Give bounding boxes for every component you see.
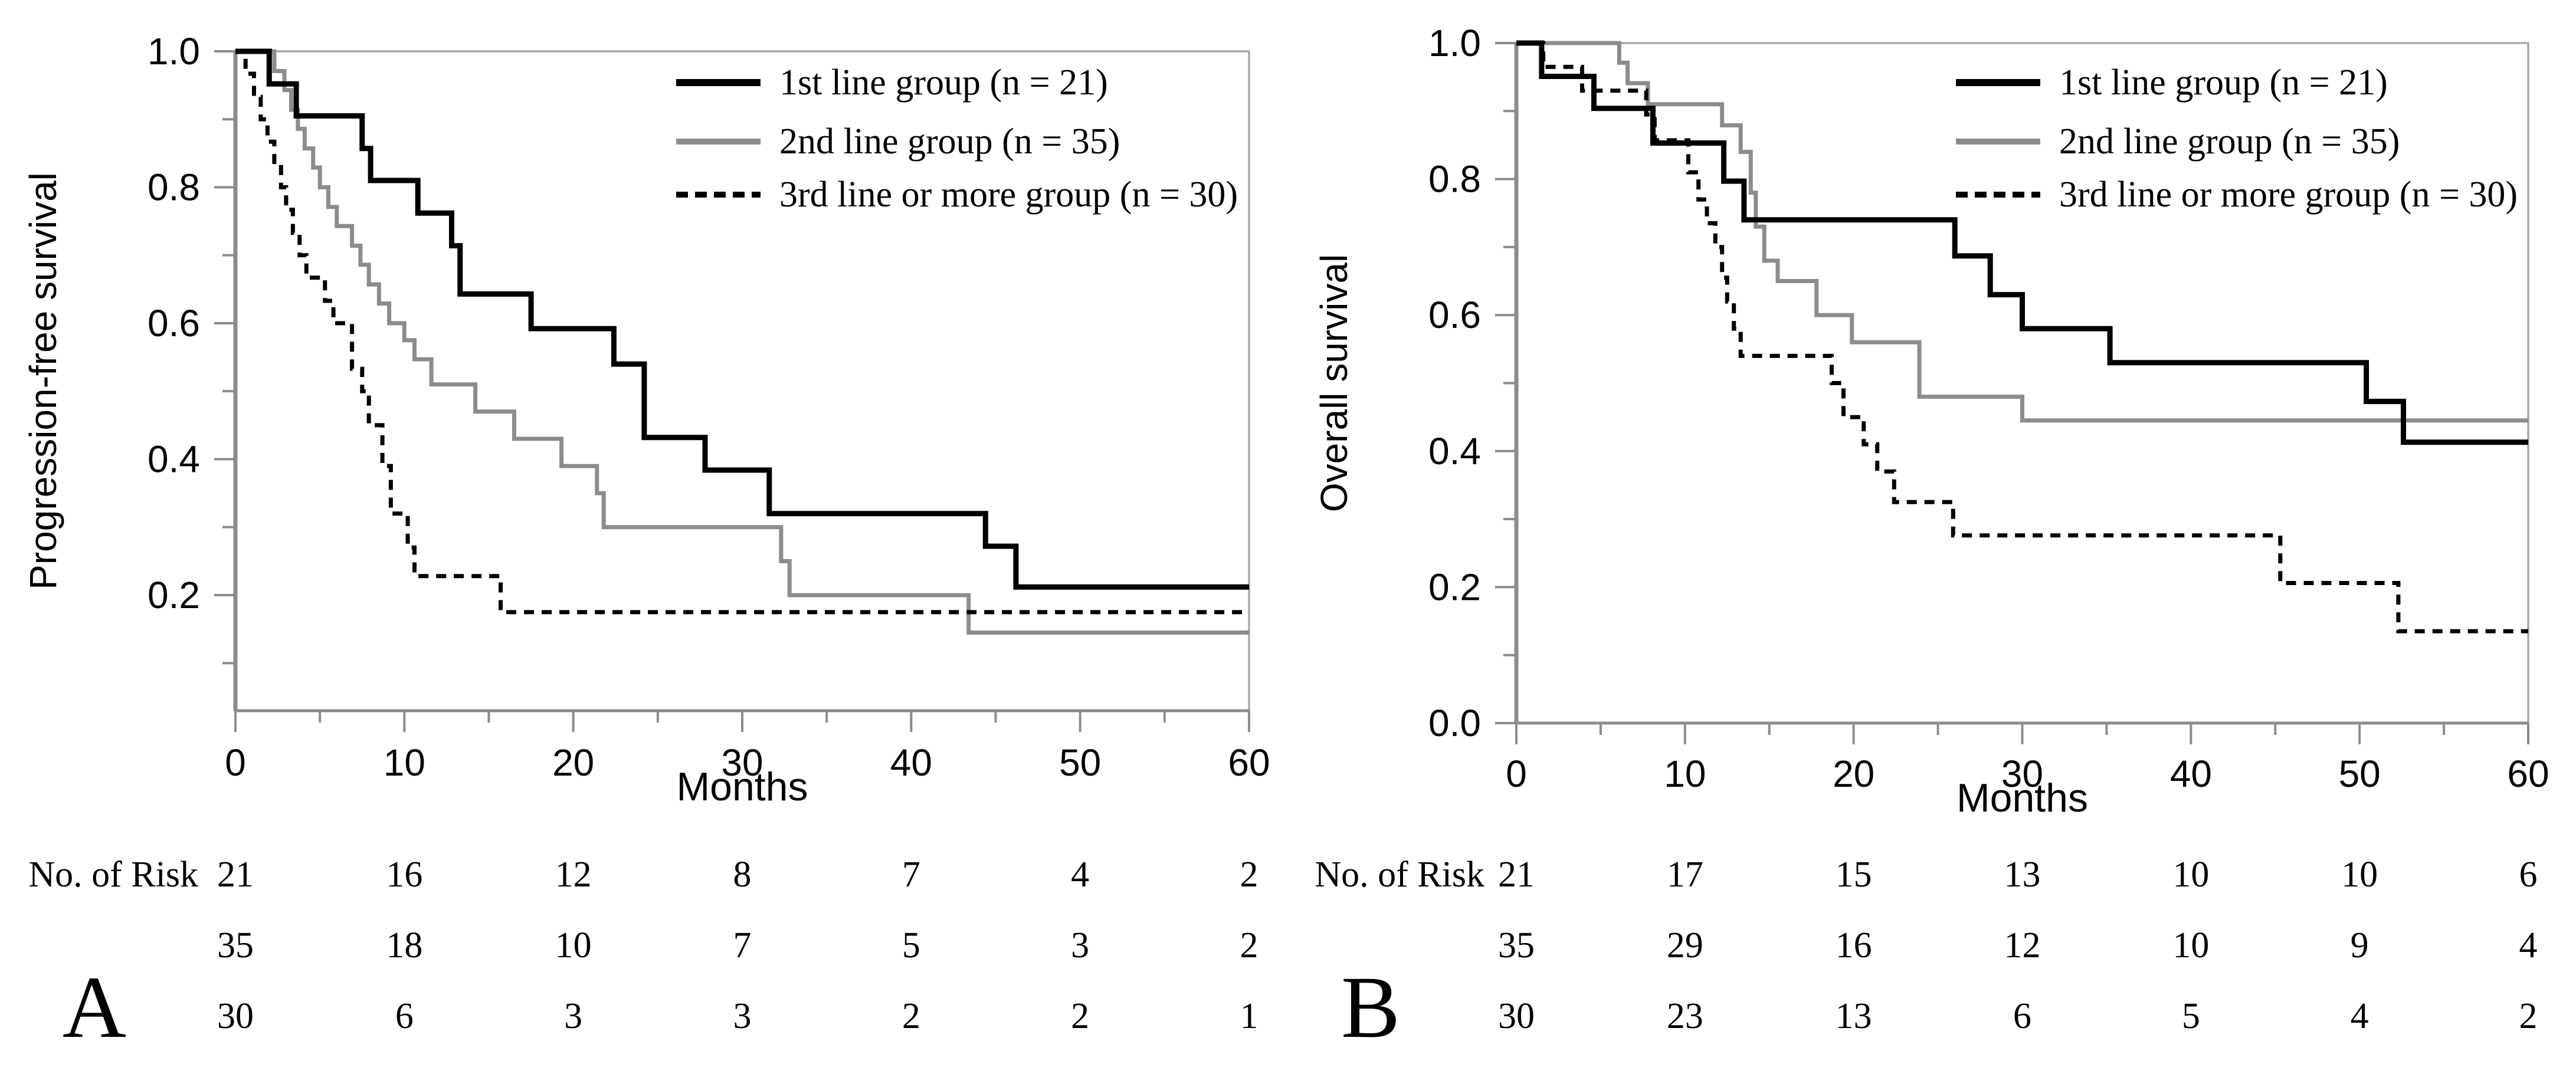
risk-value: 5 [902,925,920,966]
y-axis-label: Overall survival [1313,254,1355,512]
x-axis-tick-label: 20 [1833,753,1874,795]
risk-value: 3 [564,996,582,1036]
panel-b-chart: 0.0 0.2 0.4 0.6 0.8 1.0 0 10 20 30 40 50 60 Months Ove… [1313,22,2549,1056]
x-axis-tick-label: 10 [1664,753,1706,795]
panel-letter: A [63,958,126,1056]
risk-value: 6 [2013,996,2031,1036]
legend-label: 3rd line or more group (n = 30) [779,175,1238,215]
risk-value: 2 [1240,925,1258,966]
x-axis-tick-label: 0 [1506,753,1527,795]
x-axis-tick-label: 30 [721,741,763,784]
risk-value: 12 [555,855,592,895]
risk-value: 2 [2519,996,2538,1036]
series-curve-3rd-line-or-more-group [235,49,1249,615]
risk-value: 4 [2351,996,2369,1036]
x-axis-label: Months [677,764,808,809]
panel-letter: B [1341,958,1400,1056]
risk-value: 3 [733,996,752,1036]
y-axis-tick-label: 0.6 [148,302,200,344]
y-axis-tick-label: 0.2 [148,574,200,616]
y-axis-tick-label: 0.0 [1428,702,1481,744]
x-axis-tick-label: 0 [225,741,246,784]
legend-label: 1st line group (n = 21) [779,63,1108,103]
risk-value: 17 [1667,855,1703,895]
legend-label: 2nd line group (n = 35) [2059,121,2400,162]
risk-value: 13 [1836,996,1872,1036]
risk-value: 15 [1836,855,1872,895]
risk-value: 29 [1667,925,1703,966]
series-curve-1st-line-group [1516,40,2528,445]
risk-value: 6 [395,996,414,1036]
risk-value: 10 [2172,925,2209,966]
y-axis-tick-label: 0.2 [1428,566,1481,608]
y-axis-tick-label: 0.6 [1428,294,1481,336]
risk-table-label: No. of Risk [1315,855,1484,895]
series-curve-2nd-line-group [1516,41,2528,423]
x-axis-tick-label: 60 [2507,753,2549,795]
risk-value: 35 [217,925,254,966]
series-curve-2nd-line-group [235,49,1249,635]
x-axis-tick-label: 50 [1059,741,1101,784]
x-axis-tick-label: 50 [2339,753,2381,795]
x-axis-tick-label: 10 [384,741,425,784]
risk-value: 16 [1836,925,1872,966]
legend-label: 3rd line or more group (n = 30) [2059,175,2518,215]
risk-value: 1 [1240,996,1258,1036]
x-axis-tick-label: 40 [890,741,932,784]
risk-value: 7 [733,925,752,966]
risk-value: 6 [2519,855,2538,895]
risk-value: 21 [217,855,254,895]
risk-value: 10 [2341,855,2378,895]
risk-value: 9 [2351,925,2369,966]
risk-value: 16 [386,855,422,895]
x-axis-label: Months [1956,776,2088,820]
y-axis-label: Progression-free survival [22,172,64,590]
risk-value: 2 [1071,996,1089,1036]
x-axis-tick-label: 40 [2170,753,2212,795]
legend-label: 1st line group (n = 21) [2059,63,2388,103]
x-axis-tick-label: 20 [552,741,594,784]
y-axis-tick-label: 0.8 [1428,158,1481,201]
risk-value: 10 [555,925,592,966]
panel-a-chart: 0.2 0.4 0.6 0.8 1.0 0 10 20 30 40 50 60 Months Progre… [22,30,1270,1056]
y-axis-tick-label: 1.0 [148,30,200,73]
risk-value: 13 [2004,855,2041,895]
risk-value: 5 [2182,996,2200,1036]
risk-value: 35 [1498,925,1535,966]
risk-value: 21 [1498,855,1535,895]
risk-value: 18 [386,925,422,966]
risk-value: 12 [2004,925,2041,966]
y-axis-tick-label: 0.8 [148,166,200,209]
risk-value: 2 [902,996,920,1036]
risk-value: 10 [2172,855,2209,895]
risk-value: 23 [1667,996,1703,1036]
risk-value: 4 [1071,855,1089,895]
risk-value: 30 [1498,996,1535,1036]
x-axis-tick-label: 30 [2001,753,2043,795]
risk-value: 8 [733,855,752,895]
risk-value: 3 [1071,925,1089,966]
risk-value: 4 [2519,925,2538,966]
y-axis-tick-label: 0.4 [148,438,200,481]
y-axis-tick-label: 0.4 [1428,430,1481,472]
series-curve-1st-line-group [235,48,1249,590]
risk-value: 7 [902,855,920,895]
x-axis-tick-label: 60 [1228,741,1270,784]
risk-table-label: No. of Risk [28,855,198,895]
risk-value: 2 [1240,855,1258,895]
y-axis-tick-label: 1.0 [1428,22,1481,64]
risk-value: 30 [217,996,254,1036]
legend-label: 2nd line group (n = 35) [779,121,1120,162]
